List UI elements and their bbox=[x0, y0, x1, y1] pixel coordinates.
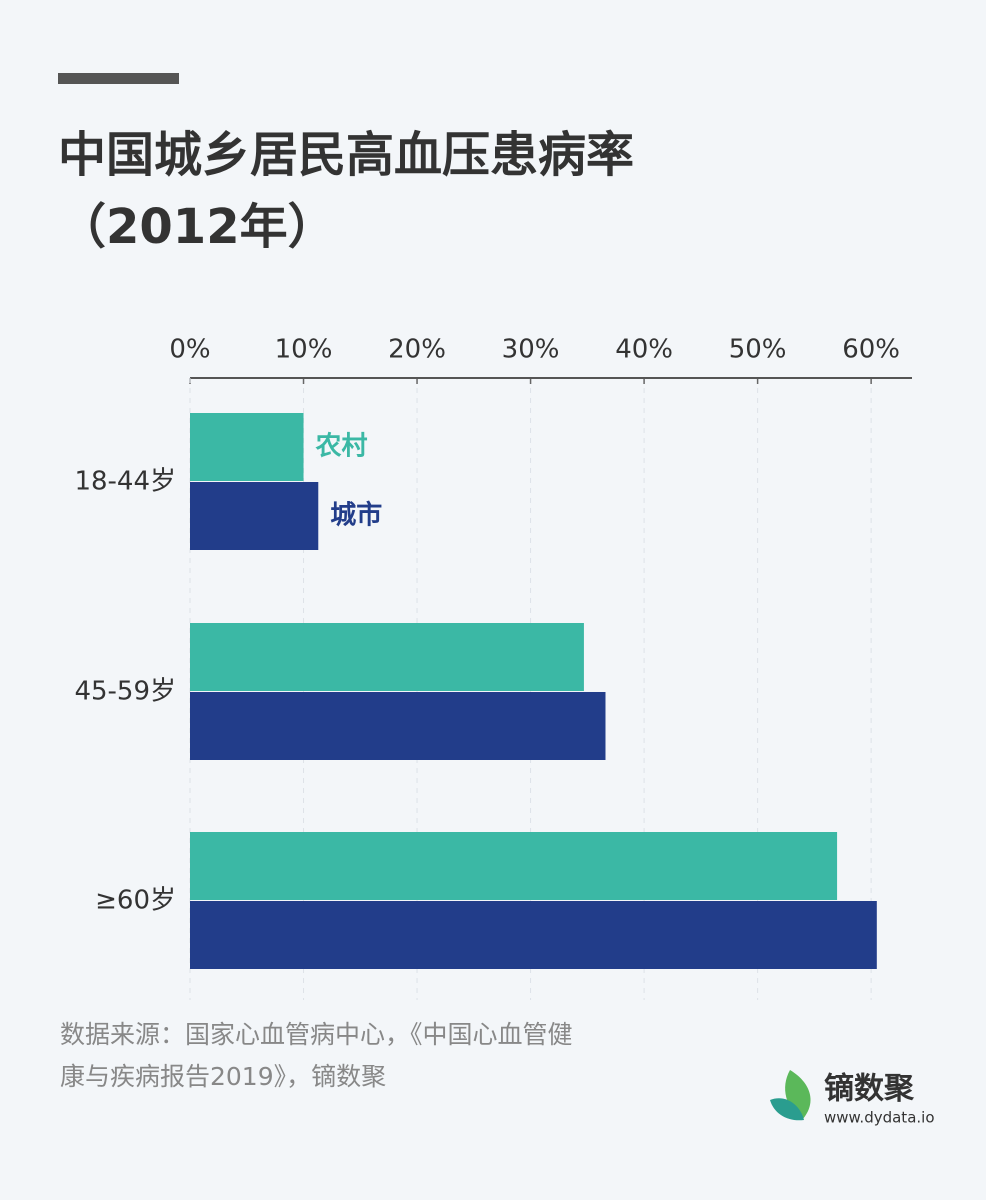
legend-label: 农村 bbox=[315, 432, 368, 462]
bar bbox=[190, 692, 606, 760]
x-tick-label: 10% bbox=[275, 335, 333, 365]
source-note: 康与疾病报告2019》，镝数聚 bbox=[60, 1062, 386, 1091]
chart-title: 中国城乡居民高血压患病率 bbox=[58, 127, 634, 183]
legend-label: 城市 bbox=[330, 500, 382, 531]
x-tick-label: 0% bbox=[169, 335, 210, 365]
title-accent bbox=[58, 73, 179, 84]
bar bbox=[190, 832, 838, 900]
bar bbox=[190, 413, 304, 481]
x-tick-label: 40% bbox=[615, 335, 673, 365]
logo-name: 镝数聚 bbox=[824, 1072, 915, 1107]
logo-url: www.dydata.io bbox=[824, 1109, 935, 1127]
bar bbox=[190, 482, 319, 550]
chart-title: （2012年） bbox=[58, 199, 336, 255]
x-tick-label: 60% bbox=[842, 335, 900, 365]
logo-icon bbox=[770, 1070, 811, 1121]
y-tick-label: 45-59岁 bbox=[74, 677, 176, 707]
x-tick-label: 20% bbox=[388, 335, 446, 365]
bar bbox=[190, 901, 877, 969]
y-tick-label: 18-44岁 bbox=[74, 467, 176, 497]
y-tick-label: ≥60岁 bbox=[95, 886, 176, 916]
bar bbox=[190, 623, 584, 691]
x-tick-label: 30% bbox=[502, 335, 560, 365]
source-note: 数据来源：国家心血管病中心，《中国心血管健 bbox=[60, 1020, 573, 1049]
x-tick-label: 50% bbox=[729, 335, 787, 365]
